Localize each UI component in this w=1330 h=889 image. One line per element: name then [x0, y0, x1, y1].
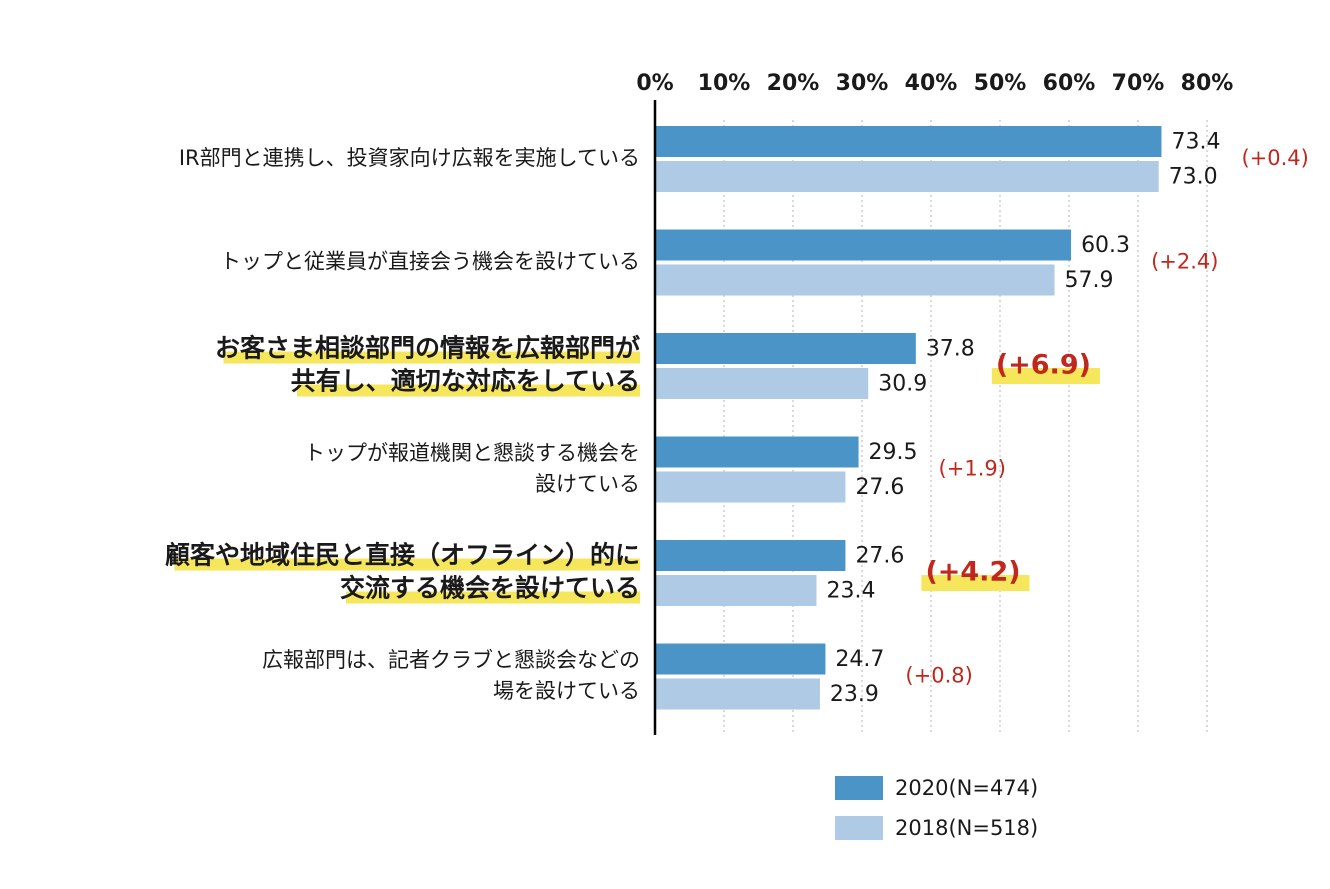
x-tick-label: 10% — [698, 71, 751, 96]
x-tick-label: 0% — [636, 71, 673, 96]
value-label-2018: 27.6 — [855, 475, 904, 500]
value-label-2018: 57.9 — [1065, 268, 1114, 293]
legend-swatch-2020 — [835, 776, 883, 800]
value-label-2018: 23.9 — [830, 682, 879, 707]
x-tick-label: 20% — [767, 71, 820, 96]
bar-2018 — [655, 678, 820, 710]
difference-highlight — [921, 575, 1030, 591]
difference-label: (+6.9) — [996, 350, 1091, 381]
value-label-2020: 24.7 — [835, 647, 884, 672]
bar-2020 — [655, 643, 826, 675]
category-label: トップが報道機関と懇談する機会を — [304, 441, 640, 465]
category-label: IR部門と連携し、投資家向け広報を実施している — [179, 146, 640, 170]
value-label-2020: 37.8 — [926, 337, 975, 362]
bar-2020 — [655, 540, 846, 571]
label-highlight — [297, 384, 640, 397]
category-label: 共有し、適切な対応をしている — [291, 367, 640, 396]
value-label-2018: 23.4 — [826, 579, 875, 604]
difference-label: (+0.4) — [1241, 146, 1308, 170]
x-tick-label: 50% — [974, 71, 1027, 96]
difference-highlight — [991, 368, 1100, 384]
x-tick-label: 30% — [836, 71, 889, 96]
value-label-2018: 30.9 — [878, 372, 927, 397]
bar-2020 — [655, 126, 1162, 157]
bar-2020 — [655, 436, 859, 468]
label-highlight — [174, 558, 640, 571]
x-tick-label: 40% — [905, 71, 958, 96]
bar-2018 — [655, 368, 869, 399]
x-tick-label: 80% — [1181, 71, 1234, 96]
category-label: トップと従業員が直接会う機会を設けている — [220, 250, 640, 274]
label-highlight — [346, 591, 640, 604]
difference-label: (+4.2) — [925, 557, 1020, 588]
x-tick-label: 60% — [1043, 71, 1096, 96]
category-label: 広報部門は、記者クラブと懇談会などの — [262, 648, 640, 672]
category-label: 設けている — [535, 472, 640, 496]
legend-swatch-2018 — [835, 816, 883, 840]
difference-label: (+1.9) — [939, 457, 1006, 481]
label-highlight — [223, 351, 640, 364]
bar-2020 — [655, 229, 1072, 261]
bar-2018 — [655, 264, 1055, 296]
bar-2018 — [655, 471, 846, 503]
difference-label: (+0.8) — [905, 664, 972, 688]
category-label: 顧客や地域住民と直接（オフライン）的に — [165, 541, 640, 570]
value-label-2020: 73.4 — [1171, 130, 1220, 155]
category-label: 交流する機会を設けている — [340, 574, 640, 603]
legend-label-2018: 2018(N=518) — [895, 816, 1038, 840]
bar-2020 — [655, 333, 916, 364]
value-label-2018: 73.0 — [1169, 165, 1218, 190]
legend-label-2020: 2020(N=474) — [895, 776, 1038, 800]
value-label-2020: 27.6 — [855, 544, 904, 569]
value-label-2020: 60.3 — [1081, 233, 1130, 258]
difference-label: (+2.4) — [1151, 250, 1218, 274]
category-label: お客さま相談部門の情報を広報部門が — [215, 334, 640, 363]
bar-2018 — [655, 575, 817, 606]
x-tick-label: 70% — [1112, 71, 1165, 96]
bar-2018 — [655, 161, 1159, 192]
value-label-2020: 29.5 — [869, 440, 918, 465]
category-label: 場を設けている — [493, 679, 640, 703]
